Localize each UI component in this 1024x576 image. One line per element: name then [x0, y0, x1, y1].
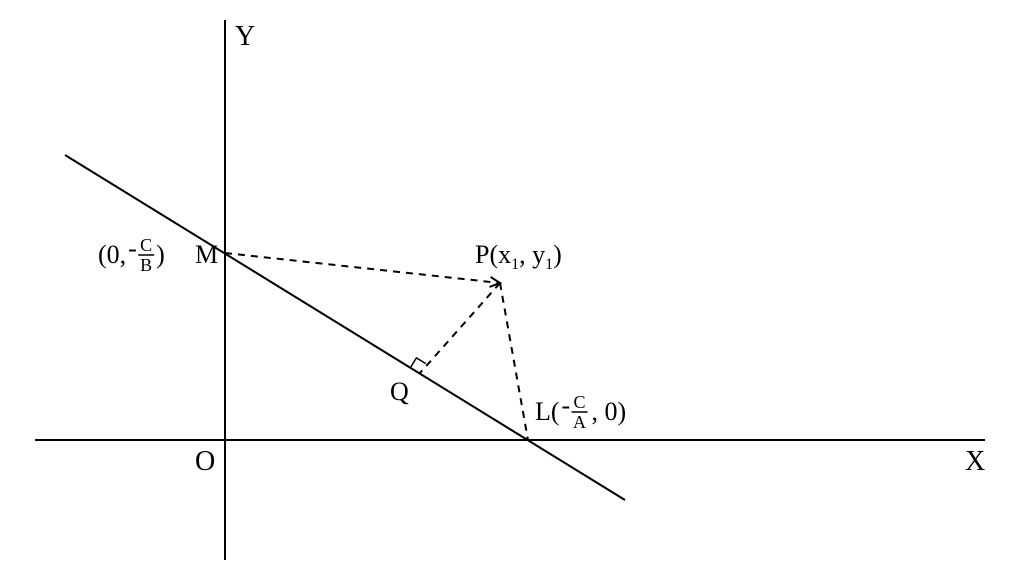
point-l-coord-suffix: , 0) — [592, 397, 627, 426]
svg-text:A: A — [573, 412, 586, 432]
line-ml — [65, 155, 625, 500]
point-m-coord: (0, — [98, 240, 126, 269]
x-axis-label: X — [965, 446, 985, 477]
origin-label: O — [195, 446, 215, 477]
svg-text:C: C — [574, 392, 586, 412]
point-q-label: Q — [390, 377, 409, 406]
dashed-segment-1 — [500, 283, 528, 440]
point-l-label: L( — [535, 397, 560, 426]
y-axis-label: Y — [235, 21, 255, 52]
point-p-label: P(x1, y1) — [475, 240, 562, 273]
point-m-label: M — [195, 240, 218, 269]
svg-text:-: - — [128, 234, 137, 263]
geometry-diagram: XYOM(0,-CB)L(-CA, 0)P(x1, y1)Q — [0, 0, 1024, 576]
svg-text:): ) — [156, 240, 165, 269]
right-angle-icon — [411, 358, 426, 367]
svg-text:B: B — [140, 255, 152, 275]
dashed-segment-2 — [420, 283, 500, 373]
svg-text:-: - — [562, 391, 571, 420]
svg-text:C: C — [140, 235, 152, 255]
